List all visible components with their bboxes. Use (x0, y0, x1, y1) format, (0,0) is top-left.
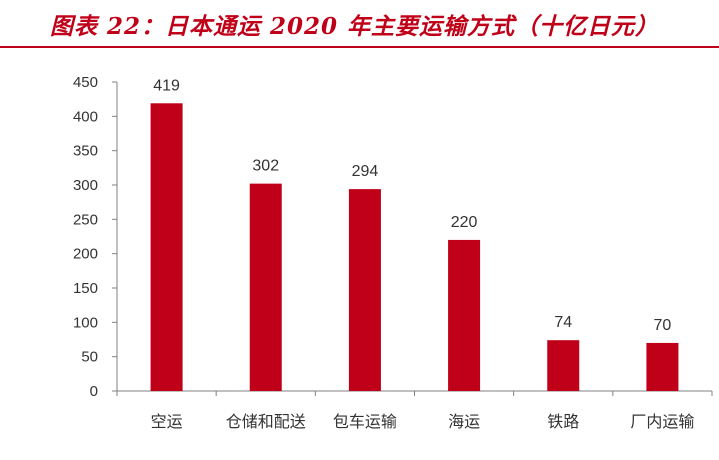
bar-layer (150, 103, 679, 391)
y-tick-label: 50 (81, 349, 98, 366)
y-tick-label: 450 (73, 74, 98, 91)
bar (448, 239, 481, 391)
chart-title: 图表 22：日本通运 2020 年主要运输方式（十亿日元） (50, 13, 660, 40)
y-tick-label: 400 (73, 108, 98, 125)
bar-value-label: 294 (352, 163, 379, 180)
bar (249, 183, 282, 391)
y-tick-label: 100 (73, 314, 98, 331)
x-category-label: 仓储和配送 (226, 412, 306, 431)
y-tick-label: 0 (90, 383, 98, 400)
y-tick-label: 250 (73, 211, 98, 228)
bar-value-label: 419 (153, 77, 180, 94)
x-category-label: 厂内运输 (630, 412, 694, 431)
bar (348, 189, 381, 391)
bar (646, 342, 679, 391)
axis-layer: 0 50 100 150 200 250 300 350 400 450 (73, 74, 713, 400)
y-tick-label: 150 (73, 280, 98, 297)
x-category-label: 包车运输 (333, 412, 397, 431)
y-tick-label: 200 (73, 246, 98, 263)
x-category-label: 铁路 (547, 412, 579, 431)
bar-value-label: 74 (554, 314, 572, 331)
x-category-label: 海运 (448, 412, 480, 431)
bar-value-label: 70 (654, 317, 672, 334)
bar (150, 103, 183, 391)
label-layer: 419 空运 302 仓储和配送 294 包车运输 220 海运 74 铁路 70 厂内运输 (151, 77, 695, 431)
bar (547, 340, 580, 391)
x-category-label: 空运 (151, 412, 183, 431)
y-tick-label: 300 (73, 177, 98, 194)
bar-value-label: 302 (252, 158, 279, 175)
title-bar: 图表 22：日本通运 2020 年主要运输方式（十亿日元） (0, 0, 719, 48)
bar-value-label: 220 (451, 214, 478, 231)
y-tick-label: 350 (73, 143, 98, 160)
